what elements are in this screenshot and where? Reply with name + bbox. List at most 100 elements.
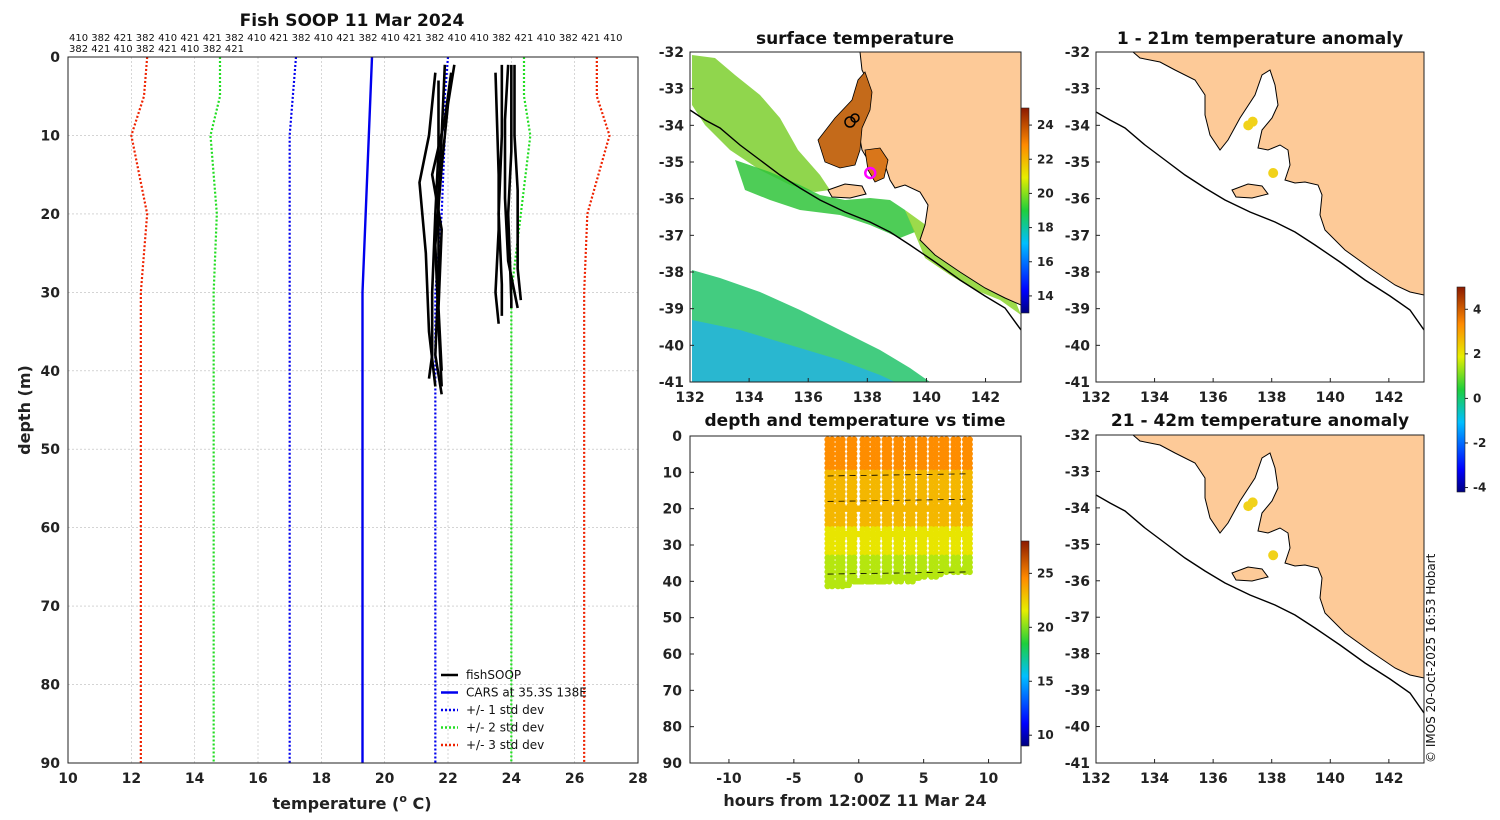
profile-ytick-label: 60	[41, 521, 61, 537]
dive-point	[916, 521, 923, 528]
dive-point	[881, 483, 888, 491]
dive-point	[897, 554, 905, 561]
profile-ytick-label: 90	[41, 756, 61, 772]
dive-point	[938, 540, 946, 547]
dive-point	[938, 441, 946, 448]
dive-point	[916, 535, 923, 543]
dive-point	[921, 460, 928, 467]
dive-point	[893, 436, 900, 443]
dive-point	[909, 455, 916, 462]
dive-point	[916, 497, 923, 505]
dive-point	[824, 469, 831, 476]
dive-point	[839, 488, 846, 495]
dive-point	[943, 540, 950, 547]
dive-point	[839, 573, 846, 580]
dive-point	[904, 469, 912, 476]
colorbar-tick-label: 25	[1037, 566, 1054, 580]
dive-point	[928, 563, 935, 571]
dive-point	[893, 549, 900, 557]
dive-point	[961, 445, 969, 453]
dive-point	[886, 464, 893, 472]
profile-ytick-label: 0	[50, 50, 60, 66]
dive-point	[828, 563, 836, 571]
dive-point	[897, 559, 905, 566]
dive-point	[966, 445, 973, 453]
dive-point	[966, 483, 973, 491]
dive-point	[828, 488, 836, 495]
dive-point	[954, 450, 962, 458]
dive-point	[846, 483, 853, 491]
dive-point	[897, 469, 905, 476]
dive-point	[881, 469, 888, 476]
dive-point	[966, 512, 973, 519]
dive-point	[897, 563, 905, 571]
dive-point	[859, 441, 866, 448]
colorbar-tick-label: 20	[1037, 186, 1054, 200]
dive-point	[886, 563, 893, 571]
dive-point	[932, 540, 940, 547]
dive-point	[904, 483, 912, 491]
dive-point	[943, 474, 950, 481]
dive-point	[869, 455, 877, 462]
dive-point	[893, 478, 900, 486]
anomaly-colorbar	[1456, 286, 1466, 493]
dive-point	[966, 549, 973, 557]
anom2-ticks: 132 134 136 138 140 142 -32 -33 -34 -35 -36 -37 -38 -…	[1065, 428, 1404, 787]
dive-point	[904, 455, 912, 462]
dive-point	[881, 445, 888, 453]
dive-point	[928, 483, 935, 491]
profile-series-line	[209, 57, 222, 763]
dive-point	[824, 563, 831, 571]
legend-label: +/- 3 std dev	[466, 738, 544, 752]
dive-point	[916, 502, 923, 509]
map-ytick-label: -32	[1065, 428, 1090, 444]
dive-point	[943, 559, 950, 566]
dive-point	[916, 460, 923, 467]
map-ytick-label: -40	[1065, 720, 1091, 736]
dive-point	[863, 436, 871, 443]
dive-point	[863, 460, 871, 467]
dt-ytick-label: 30	[663, 538, 683, 554]
dive-point	[938, 460, 946, 467]
dive-point	[909, 488, 916, 495]
profile-series-line	[434, 56, 450, 763]
dive-point	[851, 455, 858, 462]
dive-point	[943, 545, 950, 552]
dive-point	[893, 488, 900, 495]
dive-point	[950, 474, 957, 481]
dive-point	[863, 455, 871, 462]
dive-point	[943, 497, 950, 505]
map-ytick-label: -36	[1065, 574, 1090, 590]
dive-point	[950, 521, 957, 528]
dive-point	[950, 526, 957, 533]
dive-point	[863, 483, 871, 491]
dive-point	[904, 526, 912, 533]
dive-point	[921, 488, 928, 495]
dive-point	[909, 512, 916, 519]
dive-point	[869, 559, 877, 566]
dive-point	[846, 545, 853, 552]
dive-point	[869, 512, 877, 519]
dive-point	[881, 497, 888, 505]
dive-point	[916, 516, 923, 524]
dive-point	[928, 512, 935, 519]
colorbar-tick-label: 24	[1037, 118, 1054, 132]
fishsoop-cast-line	[418, 72, 437, 387]
dive-point	[824, 483, 831, 491]
dive-point	[893, 464, 900, 472]
colorbar-tick-label: 14	[1037, 289, 1054, 303]
dive-point	[961, 436, 969, 443]
profile-ytick-label: 40	[41, 364, 61, 380]
dive-point	[859, 554, 866, 561]
dt-xtick-label: -10	[716, 771, 742, 787]
dive-point	[943, 436, 950, 443]
sst-map-panel: surface temperature 132 134 136 138 140 142 -3…	[659, 29, 1054, 406]
dive-point	[881, 488, 888, 495]
dive-point	[886, 497, 893, 505]
dive-point	[938, 436, 946, 443]
profile-series-line	[288, 56, 298, 763]
dive-point	[859, 549, 866, 557]
colorbar-tick-label: 4	[1473, 302, 1481, 316]
dive-point	[928, 535, 935, 543]
dive-point	[893, 559, 900, 566]
